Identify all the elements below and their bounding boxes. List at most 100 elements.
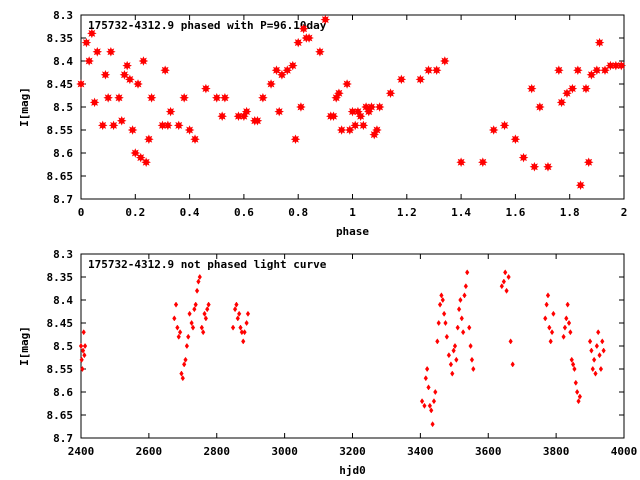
data-point [232, 306, 238, 313]
x-tick-label: 2 [621, 206, 628, 219]
y-tick-label: 8.35 [47, 271, 74, 284]
data-point [252, 116, 263, 126]
data-point [334, 88, 344, 98]
data-point [573, 65, 583, 75]
y-tick-label: 8.5 [53, 340, 73, 353]
data-point [431, 65, 442, 75]
x-tick-label: 0.2 [125, 206, 145, 219]
data-point [535, 102, 545, 112]
data-point [465, 269, 470, 276]
data-point [456, 157, 466, 167]
data-point [235, 315, 240, 322]
data-point [234, 301, 239, 308]
data-point [141, 157, 151, 167]
data-point [245, 310, 251, 317]
y-tick-label: 8.55 [47, 363, 74, 376]
data-point [97, 120, 108, 131]
y-tick-label: 8.65 [47, 409, 74, 422]
data-point [415, 74, 426, 85]
data-point [458, 296, 463, 304]
data-point [455, 324, 460, 331]
data-point [594, 342, 599, 350]
y-axis-label: I[mag] [18, 326, 31, 366]
data-point [467, 324, 472, 331]
data-point [189, 319, 194, 327]
data-point [545, 292, 551, 299]
data-point [577, 393, 583, 400]
data-point [454, 356, 459, 363]
x-tick-label: 1.6 [505, 206, 525, 219]
data-point [570, 361, 576, 368]
x-tick-label: 3200 [339, 445, 366, 458]
data-point [81, 37, 92, 48]
data-point [598, 365, 604, 373]
data-point [202, 310, 207, 317]
data-point [572, 365, 577, 373]
data-point [503, 269, 508, 276]
data-point [84, 56, 94, 66]
data-point [423, 65, 434, 75]
data-point [182, 361, 187, 368]
data-point [547, 324, 552, 331]
data-point [342, 79, 352, 89]
data-point [177, 329, 183, 336]
data-point [576, 398, 581, 405]
data-point [89, 97, 100, 108]
data-point [194, 287, 200, 294]
data-point [596, 329, 601, 336]
y-tick-label: 8.55 [47, 124, 74, 137]
phased-light-curve-panel: 0 0.2 0.4 0.6 0.8 1 1.2 1.4 1.6 1.8 2 8.3 8.35 8.4 8.4… [18, 9, 627, 238]
data-point [590, 365, 595, 373]
data-point [130, 148, 141, 158]
data-point [566, 319, 572, 327]
data-point [374, 102, 385, 112]
data-point [241, 338, 246, 345]
data-point [611, 60, 621, 71]
data-point [433, 388, 438, 396]
data-point [575, 388, 580, 396]
data-point [589, 347, 594, 354]
data-point [594, 37, 605, 48]
data-point [135, 152, 146, 163]
y-tick-label: 8.5 [53, 101, 73, 114]
data-point [190, 134, 200, 144]
data-point [108, 120, 119, 131]
data-point [436, 319, 441, 327]
data-point [199, 324, 204, 331]
data-point [459, 315, 464, 322]
data-point [172, 315, 177, 322]
data-point [435, 338, 440, 345]
x-tick-label: 0.6 [234, 206, 254, 219]
data-point [184, 342, 190, 350]
data-point [197, 273, 202, 281]
data-point [266, 79, 276, 89]
data-point [446, 352, 452, 359]
data-point [125, 74, 135, 85]
data-point [184, 125, 195, 135]
data-point [205, 306, 210, 313]
data-point [526, 83, 537, 94]
x-tick-label: 1.4 [451, 206, 471, 219]
data-point [201, 83, 211, 94]
data-point [163, 120, 173, 131]
data-point [146, 93, 157, 103]
data-point [431, 398, 437, 405]
data-point [469, 356, 475, 363]
data-point [304, 33, 314, 43]
data-point [499, 283, 504, 290]
data-point [573, 379, 578, 386]
data-point [271, 65, 282, 75]
data-point [442, 310, 447, 317]
y-tick-label: 8.4 [53, 55, 73, 68]
data-point [450, 370, 455, 377]
x-tick-label: 0 [78, 206, 85, 219]
data-point [510, 361, 515, 368]
data-point [179, 93, 189, 103]
data-point [211, 93, 222, 103]
data-point [468, 342, 473, 350]
data-point [315, 47, 325, 57]
data-point [593, 370, 598, 377]
data-point [165, 106, 176, 117]
x-tick-label: 4000 [611, 445, 638, 458]
data-point [187, 310, 192, 317]
